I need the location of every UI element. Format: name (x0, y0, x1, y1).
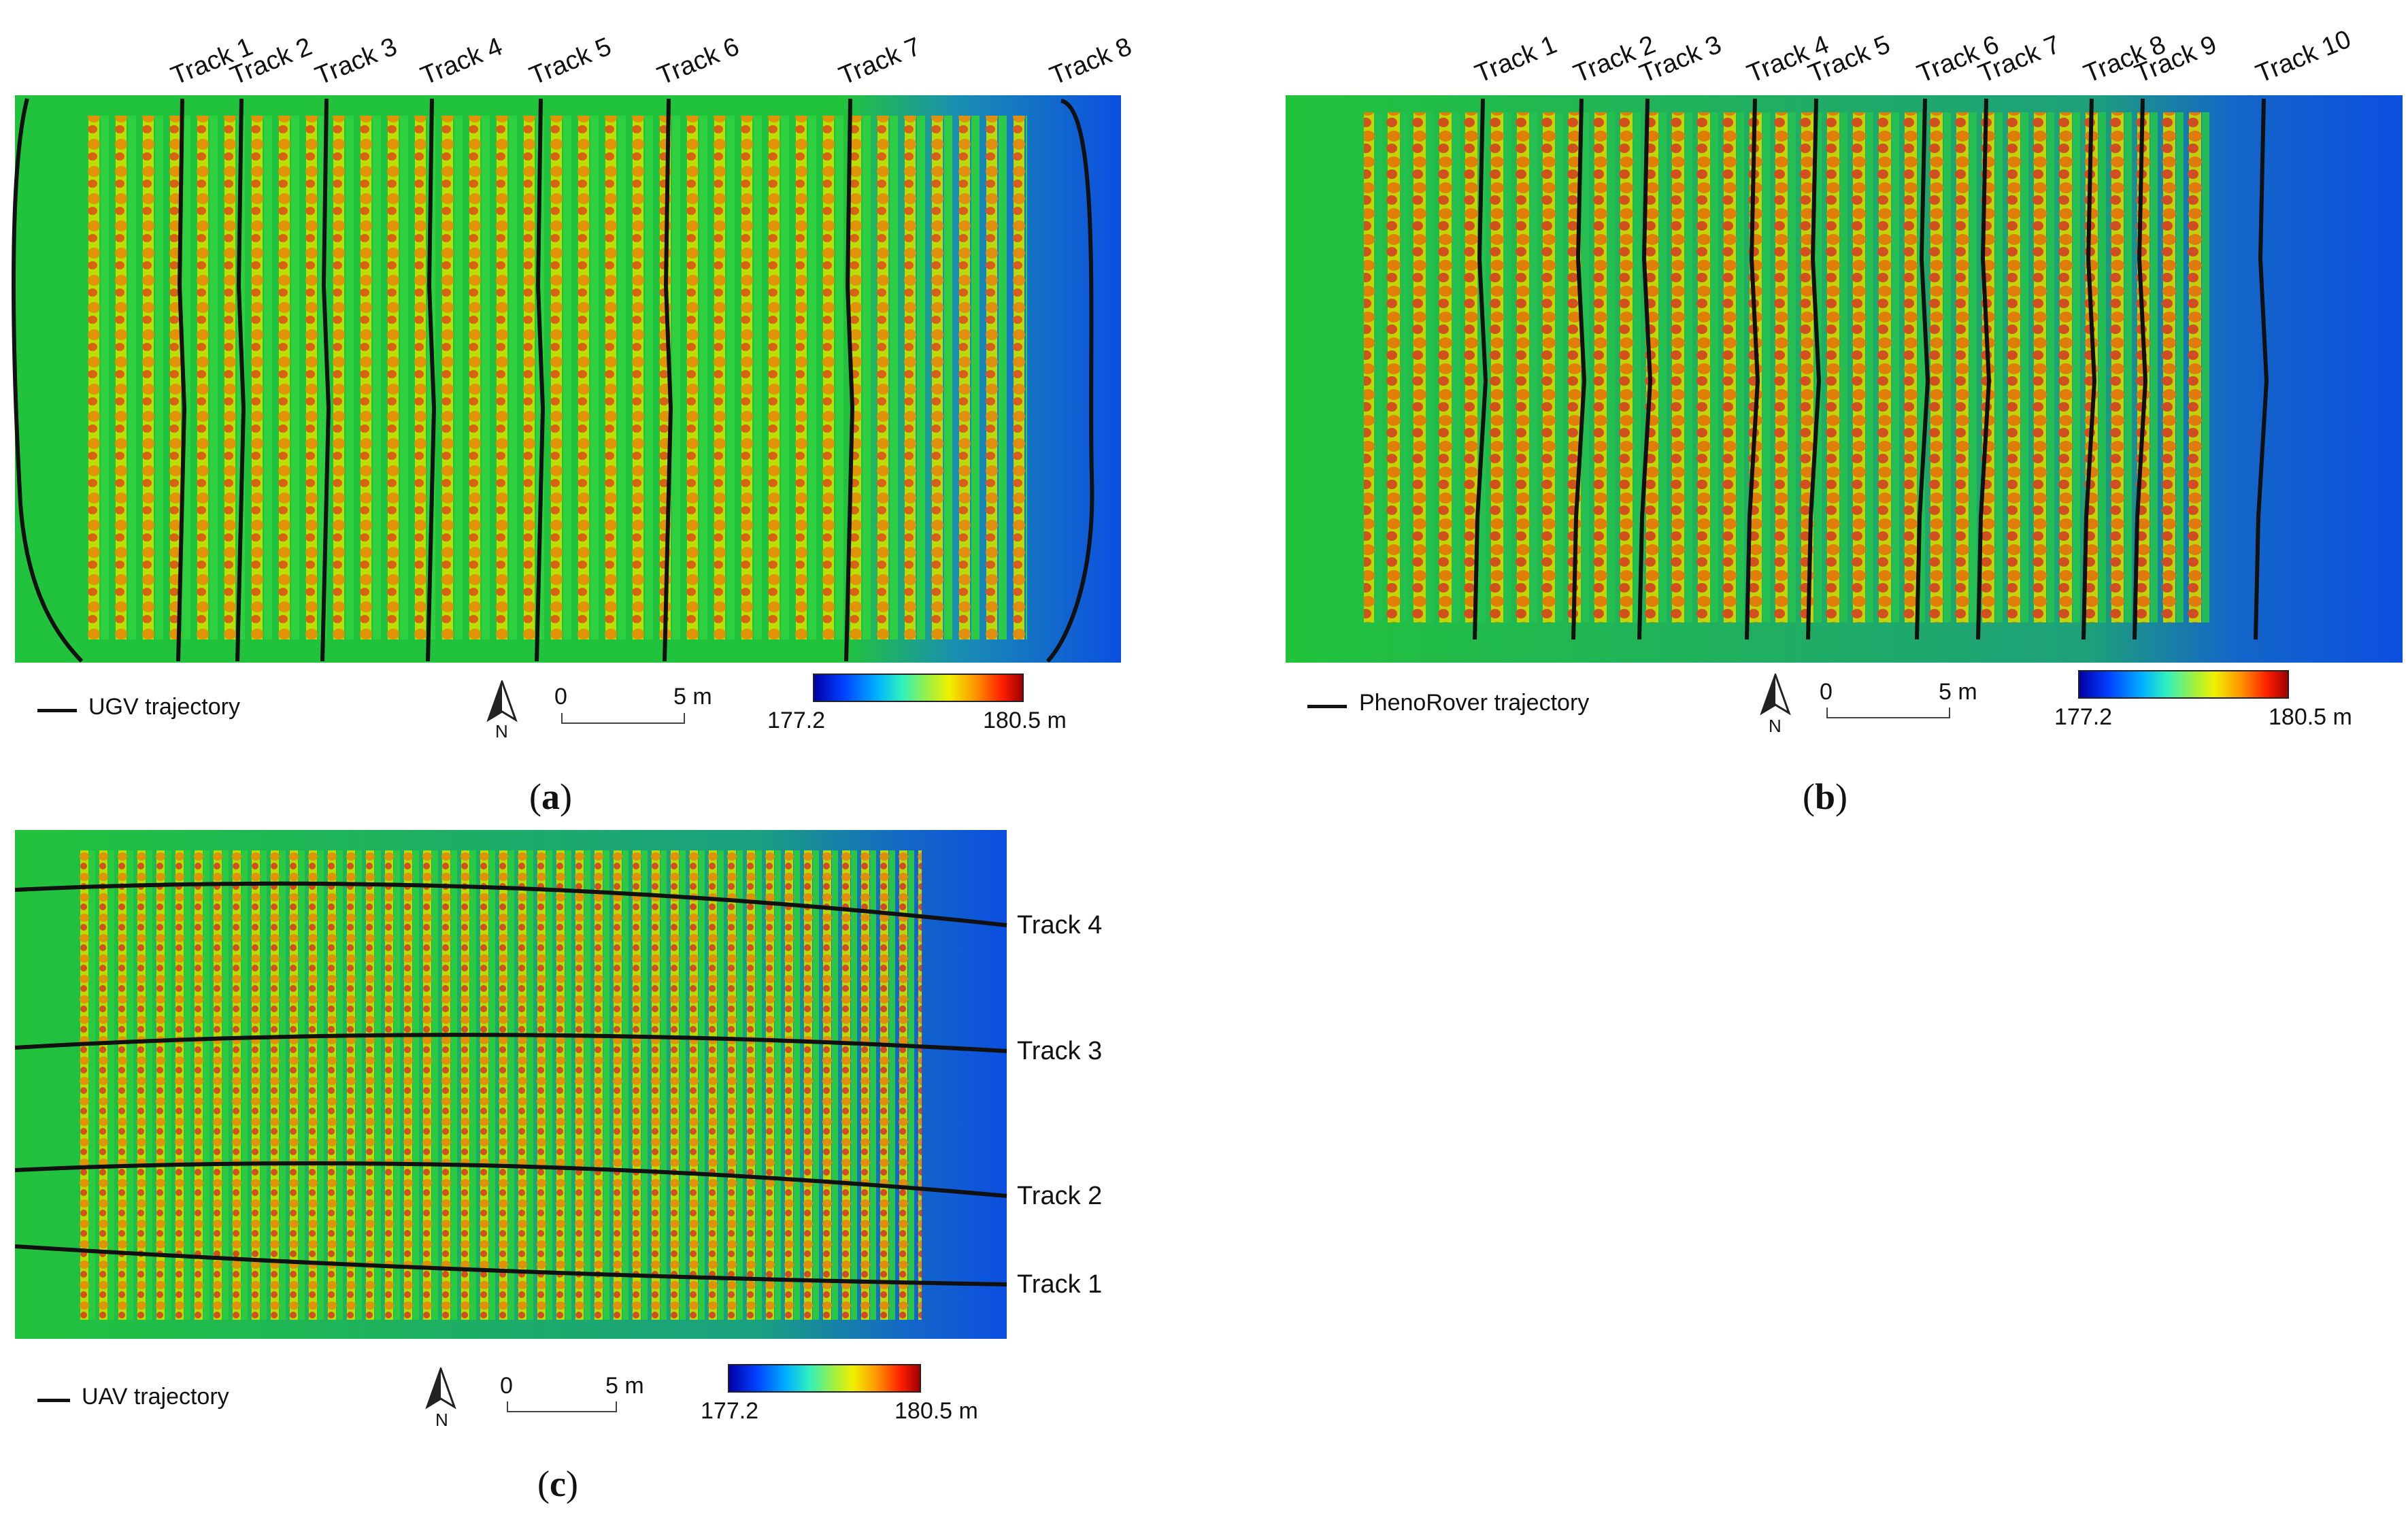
colorbar-min-b: 177.2 (2054, 704, 2113, 730)
trajectory-line-b-3 (1637, 98, 1653, 640)
colorbar-c (728, 1364, 921, 1393)
colorbar-a (813, 674, 1024, 702)
trajectory-line-a-6 (663, 98, 673, 662)
trajectory-line-a-3 (320, 98, 331, 662)
caption-b: (b) (1803, 776, 1848, 817)
track-label-c-3: Track 2 (1017, 1182, 1102, 1210)
colorbar-max-a: 180.5 m (983, 708, 1067, 733)
trajectory-line-a-5 (535, 98, 546, 662)
trajectory-line-b-5 (1806, 98, 1822, 640)
track-label-c-2: Track 3 (1017, 1037, 1102, 1065)
track-label-a-8: Track 8 (1046, 32, 1136, 90)
trajectory-line-c-3 (14, 1161, 1007, 1198)
trajectory-line-c-2 (14, 1033, 1007, 1053)
trajectory-line-c-1 (14, 881, 1007, 927)
scale-end-c: 5 m (605, 1373, 644, 1399)
panel-c-crop-field (78, 850, 922, 1320)
trajectory-line-b-2 (1571, 98, 1587, 640)
trajectory-line-a-edge (12, 98, 84, 663)
legend-label-b: PhenoRover trajectory (1359, 690, 1590, 716)
legend-line-c (37, 1399, 70, 1402)
trajectory-line-a-2 (235, 98, 246, 662)
north-arrow-icon (486, 680, 518, 722)
panel-c: Track 4 Track 3 Track 2 Track 1 UAV traject… (0, 830, 1156, 1510)
legend-label-a: UGV trajectory (88, 694, 240, 720)
colorbar-min-c: 177.2 (701, 1398, 759, 1424)
trajectory-line-b-1 (1473, 98, 1488, 640)
scale-end-a: 5 m (673, 684, 712, 710)
scale-start-a: 0 (554, 684, 567, 710)
caption-a: (a) (529, 776, 572, 817)
colorbar-max-b: 180.5 m (2269, 704, 2352, 730)
legend-label-c: UAV trajectory (82, 1384, 229, 1410)
trajectory-line-b-4 (1745, 98, 1760, 640)
trajectory-line-b-9 (2133, 98, 2148, 640)
track-label-b-1: Track 1 (1471, 30, 1561, 88)
panel-b-crop-field (1364, 112, 2211, 622)
trajectory-line-a-1 (176, 98, 187, 662)
track-label-c-4: Track 1 (1017, 1270, 1102, 1299)
panel-b-trajectories (1473, 98, 2269, 640)
colorbar-max-c: 180.5 m (894, 1398, 978, 1424)
caption-letter-c: c (549, 1463, 566, 1504)
scale-bar-b (1826, 708, 1950, 718)
caption-letter-a: a (541, 776, 560, 817)
legend-line-b (1307, 705, 1347, 708)
panel-a-crop-field (82, 116, 1027, 639)
trajectory-line-a-8 (1046, 99, 1094, 663)
colorbar-b (2078, 670, 2289, 699)
trajectory-line-b-10 (2254, 98, 2269, 640)
trajectory-line-a-7 (844, 98, 855, 662)
colorbar-min-a: 177.2 (767, 708, 826, 733)
north-label-b: N (1769, 716, 1782, 736)
scale-end-b: 5 m (1939, 679, 1977, 705)
panel-a: Track 1 Track 2 Track 3 Track 4 Track 5 Track… (0, 0, 1156, 817)
scale-start-c: 0 (500, 1373, 513, 1399)
trajectory-line-b-8 (2081, 98, 2097, 640)
north-arrow-icon (1760, 674, 1791, 716)
scale-bar-c (507, 1401, 617, 1412)
track-label-a-3: Track 3 (312, 32, 401, 90)
north-arrow-icon (425, 1367, 456, 1410)
caption-c: (c) (537, 1463, 578, 1504)
scale-start-b: 0 (1820, 679, 1833, 705)
trajectory-line-b-7 (1976, 98, 1992, 640)
track-label-b-10: Track 10 (2252, 25, 2355, 89)
track-label-a-6: Track 6 (654, 32, 743, 90)
trajectory-line-b-6 (1915, 98, 1930, 640)
caption-letter-b: b (1814, 776, 1836, 817)
panel-a-trajectories (12, 98, 1094, 663)
track-label-a-4: Track 4 (417, 32, 507, 90)
track-label-a-5: Track 5 (526, 32, 616, 90)
track-label-a-7: Track 7 (835, 32, 925, 90)
north-label-c: N (435, 1410, 448, 1430)
scale-bar-a (561, 713, 685, 724)
legend-line-a (37, 709, 77, 712)
trajectory-line-c-4 (14, 1244, 1007, 1286)
panel-c-map: Track 4 Track 3 Track 2 Track 1 (14, 830, 1102, 1339)
track-label-c-1: Track 4 (1017, 911, 1102, 940)
north-label-a: N (495, 721, 508, 742)
panel-b: Track 1 Track 2 Track 3 Track 4 Track 5 Track… (1279, 0, 2408, 817)
panel-c-trajectories (14, 881, 1007, 1286)
trajectory-line-a-4 (426, 98, 437, 662)
panel-c-track-labels: Track 4 Track 3 Track 2 Track 1 (1017, 911, 1102, 1299)
